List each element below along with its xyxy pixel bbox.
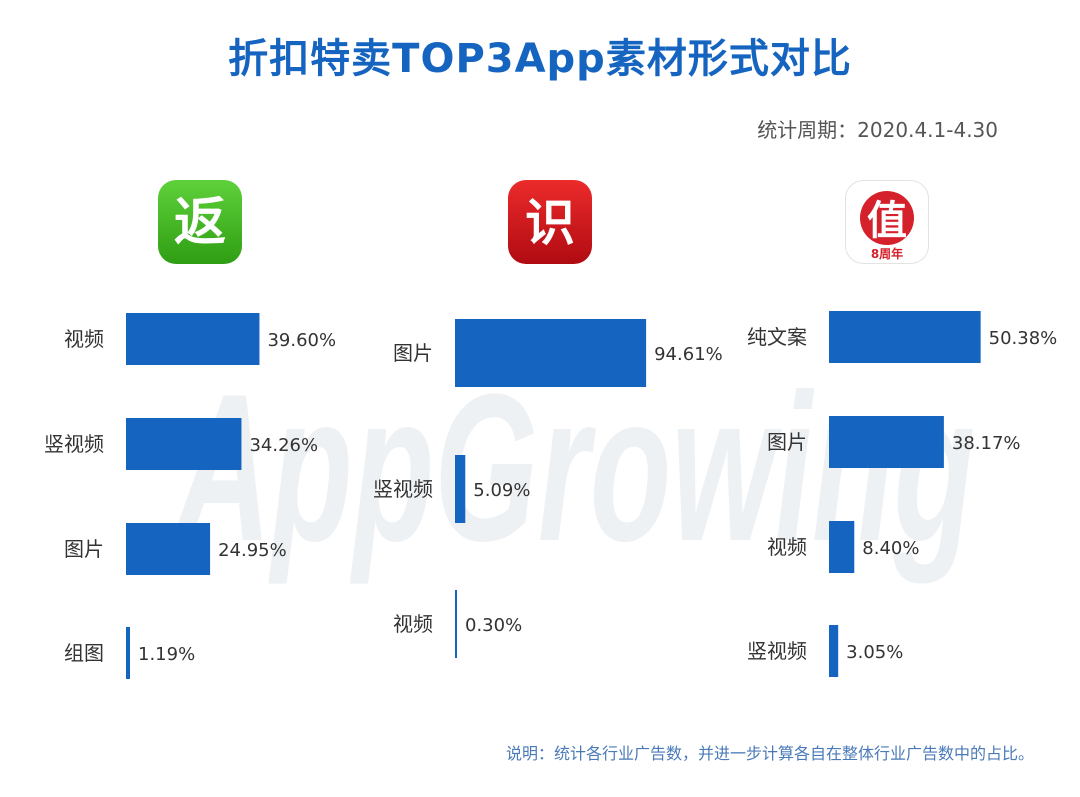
smzdm-icon-badge: 8周年 bbox=[871, 246, 903, 261]
bar-2-1 bbox=[829, 416, 944, 468]
category-label: 组图 bbox=[64, 641, 104, 665]
category-label: 视频 bbox=[767, 535, 807, 559]
chart-0: 视频 39.60% 竖视频 34.26% 图片 24.95% 组图 1.19% bbox=[44, 313, 336, 679]
category-label: 图片 bbox=[393, 341, 433, 365]
category-label: 竖视频 bbox=[747, 639, 807, 663]
fanli-app-icon: 返 bbox=[158, 180, 242, 264]
smzdm-icon-glyph: 值 bbox=[867, 198, 907, 244]
chart-2: 纯文案 50.38% 图片 38.17% 视频 8.40% 竖视频 3.05% bbox=[747, 311, 1057, 677]
value-label: 1.19% bbox=[138, 644, 195, 665]
value-label: 50.38% bbox=[989, 328, 1058, 349]
zhi-icon-glyph: 识 bbox=[525, 194, 575, 252]
value-label: 39.60% bbox=[267, 330, 336, 351]
fanli-icon-glyph: 返 bbox=[174, 193, 226, 253]
value-label: 5.09% bbox=[473, 480, 530, 501]
value-label: 94.61% bbox=[654, 344, 723, 365]
category-label: 纯文案 bbox=[747, 325, 807, 349]
category-label: 竖视频 bbox=[44, 432, 104, 456]
category-label: 视频 bbox=[64, 327, 104, 351]
bar-0-3 bbox=[126, 627, 131, 679]
zhi-app-icon: 识 bbox=[508, 180, 592, 264]
bar-1-1 bbox=[455, 455, 466, 523]
category-label: 图片 bbox=[64, 537, 104, 561]
category-label: 视频 bbox=[393, 612, 433, 636]
chart-1: 图片 94.61% 竖视频 5.09% 视频 0.30% bbox=[373, 319, 723, 658]
bar-2-2 bbox=[829, 521, 855, 573]
bar-1-2 bbox=[455, 590, 457, 658]
page-title: 折扣特卖TOP3App素材形式对比 bbox=[228, 36, 852, 82]
value-label: 38.17% bbox=[952, 433, 1021, 454]
bar-1-0 bbox=[455, 319, 647, 387]
value-label: 24.95% bbox=[218, 540, 287, 561]
bar-2-3 bbox=[829, 625, 839, 677]
bar-0-0 bbox=[126, 313, 260, 365]
bar-0-1 bbox=[126, 418, 242, 470]
category-label: 竖视频 bbox=[373, 477, 433, 501]
value-label: 8.40% bbox=[862, 538, 919, 559]
value-label: 0.30% bbox=[465, 615, 522, 636]
category-label: 图片 bbox=[767, 430, 807, 454]
value-label: 3.05% bbox=[846, 642, 903, 663]
footnote: 说明：统计各行业广告数，并进一步计算各自在整体行业广告数中的占比。 bbox=[505, 744, 1034, 763]
bar-2-0 bbox=[829, 311, 981, 363]
bar-0-2 bbox=[126, 523, 211, 575]
smzdm-app-icon: 值 8周年 bbox=[845, 180, 929, 264]
stat-period: 统计周期：2020.4.1-4.30 bbox=[757, 118, 998, 142]
value-label: 34.26% bbox=[249, 435, 318, 456]
